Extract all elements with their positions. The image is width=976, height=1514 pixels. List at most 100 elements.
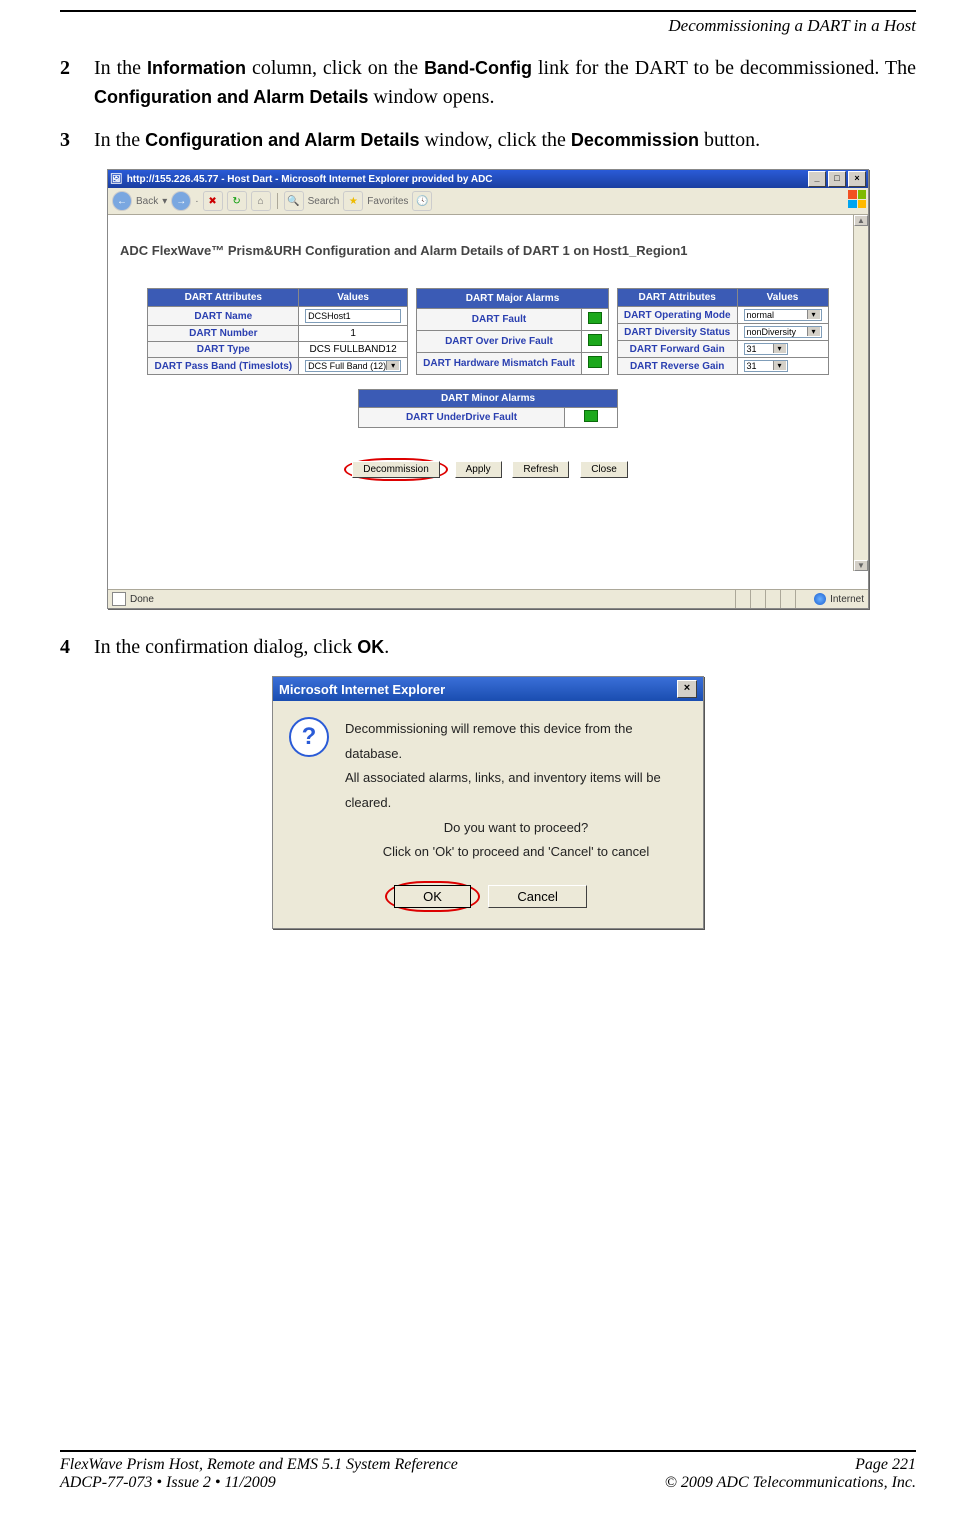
window-titlebar[interactable]: 🖼 http://155.226.45.77 - Host Dart - Mic… [108,170,868,188]
back-label: Back [136,196,158,207]
stop-button[interactable]: ✖ [203,191,223,211]
attr-label: DART Name [148,307,299,326]
col-header: DART Attributes [617,289,737,307]
dialog-line: All associated alarms, links, and invent… [345,766,687,815]
dialog-line: Decommissioning will remove this device … [345,717,687,766]
col-header: Values [299,289,408,307]
table-row: DART Hardware Mismatch Fault [417,352,609,374]
table-row: DART Operating Mode normal [617,307,828,324]
page-footer: FlexWave Prism Host, Remote and EMS 5.1 … [60,1450,916,1492]
dialog-titlebar[interactable]: Microsoft Internet Explorer × [273,677,703,701]
bold: Configuration and Alarm Details [145,130,419,150]
forward-gain-select[interactable]: 31 [744,343,788,355]
alarm-label: DART UnderDrive Fault [359,408,565,428]
step-3: 3 In the Configuration and Alarm Details… [60,126,916,155]
search-label: Search [308,196,340,207]
table-row: DART Diversity Status nonDiversity [617,324,828,341]
dart-name-input[interactable] [305,309,401,323]
alarm-label: DART Hardware Mismatch Fault [417,352,582,374]
back-button[interactable]: ← [112,191,132,211]
table-row: DART Reverse Gain31 [617,358,828,375]
favorites-icon[interactable]: ★ [343,191,363,211]
status-led-icon [584,410,598,422]
text: In the [94,57,147,79]
step-number: 2 [60,54,94,112]
footer-doc-id: ADCP-77-073 • Issue 2 • 11/2009 [60,1474,276,1492]
table-row: DART Name [148,307,408,326]
ie-window: 🖼 http://155.226.45.77 - Host Dart - Mic… [107,169,869,609]
table-row: DART Forward Gain31 [617,341,828,358]
dart-major-alarms-table: DART Major Alarms DART Fault DART Over D… [416,288,609,375]
favorites-label: Favorites [367,196,408,207]
history-button[interactable]: 🕓 [412,191,432,211]
scrollbar[interactable] [853,215,868,571]
table-row: DART TypeDCS FULLBAND12 [148,342,408,358]
search-icon[interactable]: 🔍 [284,191,304,211]
diversity-select[interactable]: nonDiversity [744,326,822,338]
attr-label: DART Operating Mode [617,307,737,324]
running-head: Decommissioning a DART in a Host [60,16,916,36]
bold: Configuration and Alarm Details [94,87,368,107]
attr-label: DART Diversity Status [617,324,737,341]
refresh-page-button[interactable]: Refresh [512,461,569,478]
status-done: Done [130,594,154,605]
highlight-circle: OK [385,881,480,912]
step-2: 2 In the Information column, click on th… [60,54,916,112]
col-header: Values [737,289,828,307]
passband-select[interactable]: DCS Full Band (12) [305,360,401,372]
dialog-title: Microsoft Internet Explorer [279,682,445,697]
dialog-line: Click on 'Ok' to proceed and 'Cancel' to… [345,840,687,865]
dialog-message: Decommissioning will remove this device … [345,717,687,865]
internet-icon [814,593,826,605]
bold: Band-Config [424,58,532,78]
confirmation-dialog: Microsoft Internet Explorer × ? Decommis… [272,676,704,929]
status-bar: Done Internet [108,589,868,608]
step-4: 4 In the confirmation dialog, click OK. [60,633,916,662]
col-header: DART Attributes [148,289,299,307]
alarm-label: DART Fault [417,308,582,330]
windows-flag-icon [848,190,866,208]
forward-button[interactable]: → [171,191,191,211]
ie-content: ADC FlexWave™ Prism&URH Configuration an… [108,215,868,589]
decommission-button[interactable]: Decommission [352,461,440,478]
dart-attributes-table-2: DART AttributesValues DART Operating Mod… [617,288,829,375]
refresh-button[interactable]: ↻ [227,191,247,211]
step-number: 3 [60,126,94,155]
minimize-button[interactable]: _ [808,171,826,187]
status-led-icon [588,356,602,368]
operating-mode-select[interactable]: normal [744,309,822,321]
text: button. [699,129,760,151]
dropdown-icon[interactable]: ▾ [162,196,167,207]
attr-value: DCS FULLBAND12 [299,342,408,358]
done-icon [112,592,126,606]
ok-button[interactable]: OK [394,885,471,908]
question-icon: ? [289,717,329,757]
footer-copyright: © 2009 ADC Telecommunications, Inc. [665,1474,916,1492]
attr-label: DART Type [148,342,299,358]
step-number: 4 [60,633,94,662]
dialog-close-button[interactable]: × [677,680,697,698]
text: window opens. [368,86,494,108]
cancel-button[interactable]: Cancel [488,885,586,908]
close-page-button[interactable]: Close [580,461,628,478]
text: . [384,636,389,658]
step-body: In the Configuration and Alarm Details w… [94,126,916,155]
table-row: DART Pass Band (Timeslots)DCS Full Band … [148,358,408,375]
text: In the confirmation dialog, click [94,636,357,658]
footer-doc-title: FlexWave Prism Host, Remote and EMS 5.1 … [60,1456,458,1474]
col-header: DART Major Alarms [417,289,609,309]
text: In the [94,129,145,151]
maximize-button[interactable]: □ [828,171,846,187]
close-button[interactable]: × [848,171,866,187]
highlight-circle: Decommission [344,458,448,481]
step-body: In the Information column, click on the … [94,54,916,112]
apply-button[interactable]: Apply [455,461,502,478]
table-row: DART UnderDrive Fault [359,408,618,428]
dialog-line: Do you want to proceed? [345,816,687,841]
text: link for the DART to be decommissioned. … [532,57,916,79]
window-title: http://155.226.45.77 - Host Dart - Micro… [123,174,806,185]
home-button[interactable]: ⌂ [251,191,271,211]
footer-page-number: Page 221 [855,1456,916,1474]
col-header: DART Minor Alarms [359,390,618,408]
reverse-gain-select[interactable]: 31 [744,360,788,372]
